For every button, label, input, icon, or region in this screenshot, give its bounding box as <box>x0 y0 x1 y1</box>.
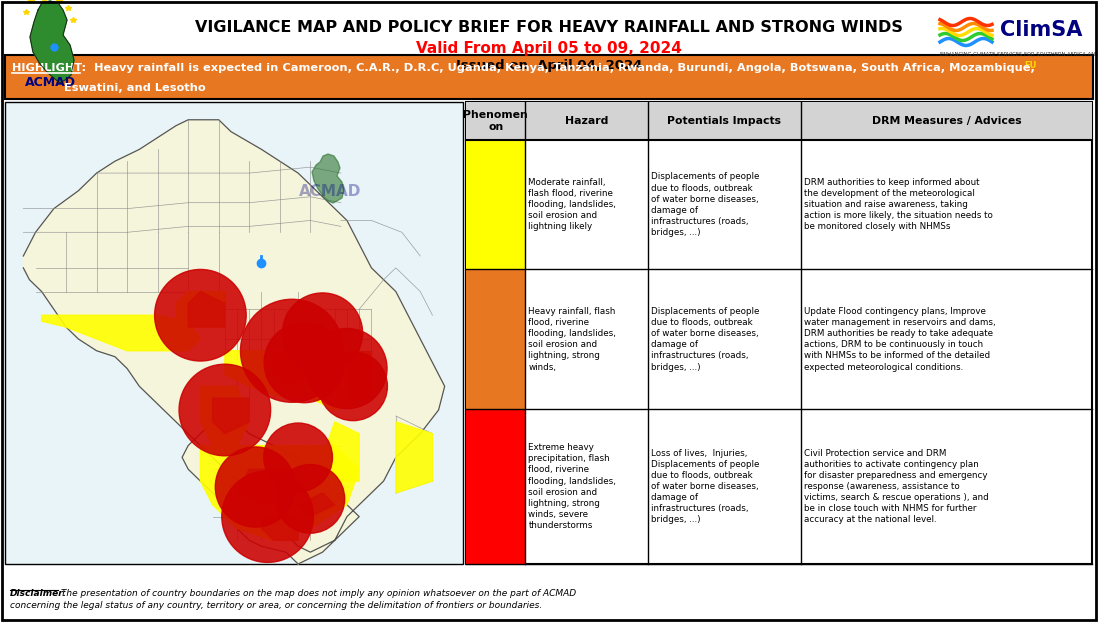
Text: Disclaimer:: Disclaimer: <box>10 590 67 598</box>
Text: VIGILANCE MAP AND POLICY BRIEF FOR HEAVY RAINFALL AND STRONG WINDS: VIGILANCE MAP AND POLICY BRIEF FOR HEAVY… <box>195 19 903 34</box>
Text: ACMAD: ACMAD <box>299 185 361 200</box>
Text: Issued on  April 04, 2024: Issued on April 04, 2024 <box>456 58 642 72</box>
Polygon shape <box>347 351 371 374</box>
Polygon shape <box>299 493 335 517</box>
Circle shape <box>264 423 333 492</box>
Circle shape <box>215 447 295 527</box>
Circle shape <box>179 364 270 456</box>
Polygon shape <box>188 292 225 327</box>
Polygon shape <box>261 517 299 541</box>
Text: ENHANCING CLIMATE SERVICES FOR SOUTHERN AFRICA AND NEIGHBOURHOOD: ENHANCING CLIMATE SERVICES FOR SOUTHERN … <box>940 52 1098 57</box>
Polygon shape <box>30 1 74 83</box>
Circle shape <box>222 471 313 562</box>
Polygon shape <box>176 292 225 327</box>
Text: Phenomen
on: Phenomen on <box>463 110 528 132</box>
Polygon shape <box>201 386 249 445</box>
Circle shape <box>155 269 246 361</box>
Text: Civil Protection service and DRM
authorities to activate contingency plan
for di: Civil Protection service and DRM authori… <box>804 449 988 524</box>
Polygon shape <box>225 339 323 398</box>
Text: Heavy rainfall, flash
flood, riverine
flooding, landslides,
soil erosion and
lig: Heavy rainfall, flash flood, riverine fl… <box>528 307 616 371</box>
Text: The presentation of country boundaries on the map does not imply any opinion wha: The presentation of country boundaries o… <box>58 590 576 598</box>
Text: Moderate rainfall,
flash flood, riverine
flooding, landslides,
soil erosion and
: Moderate rainfall, flash flood, riverine… <box>528 178 616 231</box>
Polygon shape <box>201 445 359 541</box>
Text: HIGHLIGHT:  Heavy rainfall is expected in Cameroon, C.A.R., D.R.C, Uganda, Kenya: HIGHLIGHT: Heavy rainfall is expected in… <box>12 63 1035 73</box>
Polygon shape <box>347 374 371 398</box>
Circle shape <box>282 293 362 373</box>
Bar <box>5 102 463 564</box>
Circle shape <box>265 323 345 402</box>
Circle shape <box>318 352 388 420</box>
Bar <box>466 140 526 269</box>
Text: Potentials Impacts: Potentials Impacts <box>668 116 781 126</box>
Polygon shape <box>213 398 249 434</box>
Text: ACMAD: ACMAD <box>24 75 76 88</box>
Text: Hazard: Hazard <box>564 116 608 126</box>
Circle shape <box>307 328 388 409</box>
Circle shape <box>276 465 345 533</box>
Polygon shape <box>23 120 445 564</box>
Polygon shape <box>299 351 359 410</box>
Polygon shape <box>237 469 299 505</box>
Text: Displacements of people
due to floods, outbreak
of water borne diseases,
damage : Displacements of people due to floods, o… <box>650 307 759 371</box>
Polygon shape <box>42 315 201 351</box>
Bar <box>466 409 526 564</box>
Text: Update Flood contingency plans, Improve
water management in reservoirs and dams,: Update Flood contingency plans, Improve … <box>804 307 996 371</box>
Bar <box>940 58 1005 72</box>
Text: ClimSA: ClimSA <box>1000 20 1083 40</box>
Polygon shape <box>273 351 311 386</box>
Polygon shape <box>395 422 433 493</box>
Bar <box>5 55 1093 99</box>
Text: DRM authorities to keep informed about
the development of the meteorological
sit: DRM authorities to keep informed about t… <box>804 178 993 231</box>
Circle shape <box>240 299 344 402</box>
Text: Loss of lives,  Injuries,
Displacements of people
due to floods, outbreak
of wat: Loss of lives, Injuries, Displacements o… <box>650 449 759 524</box>
Bar <box>466 102 1093 564</box>
Polygon shape <box>323 422 359 481</box>
Text: DRM Measures / Advices: DRM Measures / Advices <box>872 116 1021 126</box>
Text: Extreme heavy
precipitation, flash
flood, riverine
flooding, landslides,
soil er: Extreme heavy precipitation, flash flood… <box>528 443 616 530</box>
Text: Displacements of people
due to floods, outbreak
of water borne diseases,
damage : Displacements of people due to floods, o… <box>650 172 759 237</box>
Text: Valid From April 05 to 09, 2024: Valid From April 05 to 09, 2024 <box>416 40 682 55</box>
Text: concerning the legal status of any country, territory or area, or concerning the: concerning the legal status of any count… <box>10 600 542 610</box>
Polygon shape <box>299 339 335 374</box>
Polygon shape <box>312 154 344 203</box>
Bar <box>466 102 1093 140</box>
Bar <box>1010 58 1050 72</box>
Bar <box>466 269 526 409</box>
Text: EU: EU <box>1023 60 1037 70</box>
Text: Eswatini, and Lesotho: Eswatini, and Lesotho <box>12 83 205 93</box>
